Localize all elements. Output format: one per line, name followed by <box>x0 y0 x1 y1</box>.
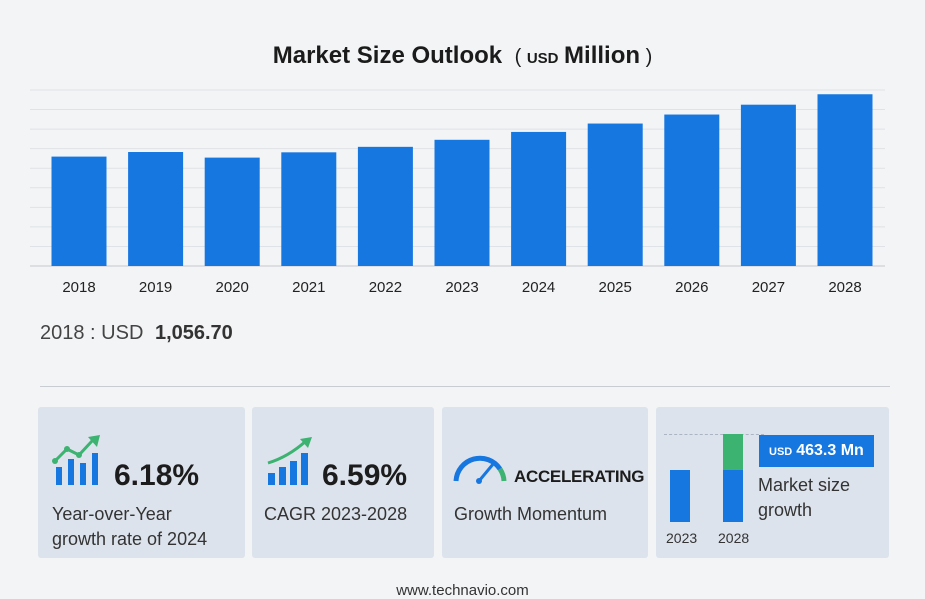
bar-2018 <box>51 156 107 266</box>
rising-bars-icon <box>267 437 312 485</box>
bar-2023 <box>434 139 490 266</box>
start-value-label: 2018 : USD <box>40 322 144 344</box>
yoy-label-line1: Year-over-Year <box>52 504 172 524</box>
bar-2027 <box>740 104 796 267</box>
market-label: Market size growth <box>758 473 850 523</box>
unit-close: ) <box>645 46 653 68</box>
x-tick-label: 2027 <box>752 279 785 296</box>
x-tick-label: 2018 <box>62 279 95 296</box>
x-tick-label: 2024 <box>522 279 555 296</box>
bar-2022 <box>357 146 413 266</box>
bar-2023 <box>670 470 690 522</box>
bar-2024 <box>511 131 567 266</box>
x-tick-label: 2020 <box>216 279 249 296</box>
yoy-card: 6.18% Year-over-Year growth rate of 2024 <box>38 407 245 558</box>
growth-chart-icon <box>52 435 100 485</box>
x-tick-label: 2021 <box>292 279 325 296</box>
bar-growth-segment <box>723 434 743 470</box>
bar-2028 <box>817 94 873 266</box>
cagr-card: 6.59% CAGR 2023-2028 <box>252 407 434 558</box>
title-text: Market Size Outlook <box>272 42 503 69</box>
year-end: 2028 <box>718 530 750 546</box>
year-start: 2023 <box>666 530 698 546</box>
momentum-label: Growth Momentum <box>454 504 608 524</box>
x-tick-label: 2025 <box>599 279 632 296</box>
footer-site[interactable]: www.technavio.com <box>396 582 529 599</box>
x-tick-label: 2026 <box>675 279 708 296</box>
momentum-card: ACCELERATING Growth Momentum <box>442 407 648 558</box>
chart-title: Market Size Outlook ( USD Million ) <box>0 42 925 70</box>
bar-2026 <box>664 114 720 266</box>
x-tick-label: 2023 <box>445 279 478 296</box>
divider <box>40 386 890 387</box>
cagr-label: CAGR 2023-2028 <box>264 504 408 524</box>
bar-2028 <box>723 470 743 522</box>
market-label-line2: growth <box>758 500 813 520</box>
bar-chart: 2018 2019 2020 2021 2022 2023 2024 2025 2026 2027… <box>30 89 885 296</box>
market-label-line1: Market size <box>758 475 851 495</box>
reference-line <box>664 434 764 435</box>
badge-usd: USD <box>769 446 793 458</box>
market-growth-card: 2023 2028 USD 463.3 Mn Market size growth <box>656 407 889 558</box>
unit-open: ( <box>514 46 522 68</box>
momentum-value: ACCELERATING <box>514 467 645 486</box>
yoy-label-line2: growth rate of 2024 <box>52 529 208 549</box>
x-tick-label: 2022 <box>369 279 402 296</box>
yoy-value: 6.18% <box>114 459 200 492</box>
title-unit: ( USD Million ) <box>514 42 653 69</box>
speedometer-icon <box>453 455 507 484</box>
bar-2019 <box>128 152 184 266</box>
bar-2021 <box>281 152 337 266</box>
x-tick-label: 2019 <box>139 279 172 296</box>
cagr-value: 6.59% <box>322 459 408 492</box>
bar-2025 <box>587 123 643 267</box>
start-value: 2018 : USD 1,056.70 <box>40 322 233 345</box>
unit-scale: Million <box>564 42 641 69</box>
start-value-amount: 1,056.70 <box>154 322 233 344</box>
badge-amount: 463.3 Mn <box>796 442 864 459</box>
yoy-label: Year-over-Year growth rate of 2024 <box>52 502 207 552</box>
unit-usd: USD <box>526 50 559 67</box>
bar-2020 <box>204 157 260 266</box>
market-size-badge: USD 463.3 Mn <box>759 435 874 467</box>
x-tick-label: 2028 <box>828 279 861 296</box>
